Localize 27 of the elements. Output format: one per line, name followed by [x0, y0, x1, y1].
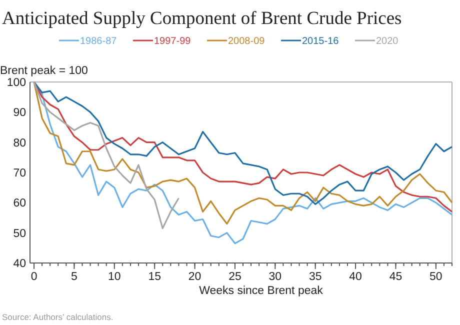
- x-tick-label: 10: [108, 271, 121, 283]
- x-tick-label: 25: [228, 271, 242, 283]
- y-axis-title: Brent peak = 100: [0, 65, 88, 77]
- x-tick-label: 50: [430, 271, 442, 283]
- y-tick-label: 100: [6, 77, 26, 89]
- x-tick-label: 20: [188, 271, 202, 283]
- y-tick-label: 70: [13, 168, 26, 180]
- x-tick-label: 30: [268, 271, 282, 283]
- y-tick-label: 50: [13, 228, 26, 240]
- y-tick-label: 80: [13, 137, 26, 150]
- y-tick-label: 60: [13, 198, 26, 210]
- y-tick-label: 90: [13, 107, 26, 120]
- x-tick-label: 15: [148, 271, 161, 283]
- x-tick-label: 40: [349, 271, 362, 283]
- y-tick-label: 40: [13, 258, 26, 270]
- legend-label: 2015-16: [302, 36, 340, 47]
- x-axis-title: Weeks since Brent peak: [199, 285, 324, 297]
- chart-title: Anticipated Supply Component of Brent Crude Prices: [2, 9, 402, 29]
- legend-label: 2008-09: [228, 36, 266, 47]
- legend-label: 1997-99: [154, 36, 192, 47]
- x-tick-label: 35: [308, 271, 322, 283]
- source-note: Source: Authors’ calculations.: [2, 312, 114, 322]
- legend-label: 2020: [376, 36, 399, 47]
- x-tick-label: 5: [71, 271, 78, 283]
- x-tick-label: 0: [30, 271, 38, 283]
- legend-label: 1986-87: [80, 36, 118, 47]
- x-tick-label: 45: [389, 271, 402, 283]
